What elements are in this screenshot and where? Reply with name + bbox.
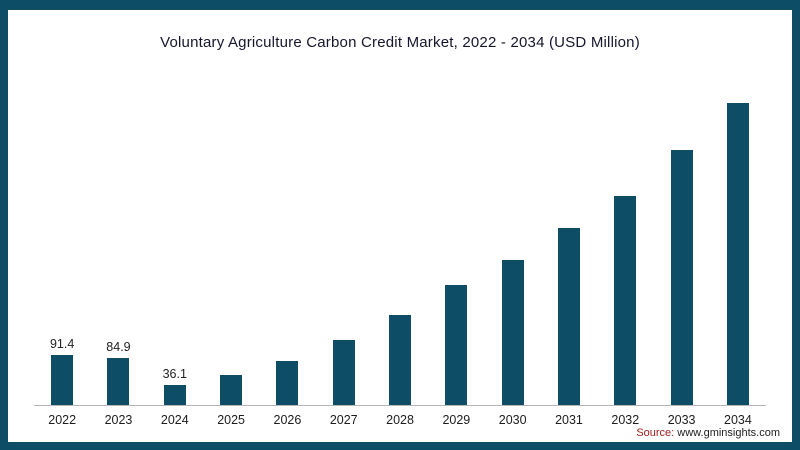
x-axis-tick-label: 2032 bbox=[611, 413, 640, 427]
plot-area: 91.4 84.9 36.1 bbox=[34, 85, 766, 406]
bar-group bbox=[203, 85, 259, 405]
bar bbox=[614, 196, 637, 405]
bar bbox=[726, 103, 749, 405]
x-axis-tick-label: 2030 bbox=[498, 413, 527, 427]
x-axis-tick-label: 2024 bbox=[160, 413, 189, 427]
x-axis-tick-label: 2026 bbox=[273, 413, 302, 427]
x-axis: 2022 2023 2024 2025 2026 2027 2028 2029 2030 2031… bbox=[34, 413, 766, 427]
bar-group bbox=[485, 85, 541, 405]
source-label: Source: bbox=[636, 427, 675, 439]
bar-group bbox=[316, 85, 372, 405]
source-note: Source: www.gminsights.com bbox=[636, 427, 780, 439]
bar-group bbox=[372, 85, 428, 405]
bar bbox=[220, 375, 243, 405]
bar-group bbox=[428, 85, 484, 405]
x-axis-tick-label: 2025 bbox=[217, 413, 245, 427]
x-axis-tick-label: 2023 bbox=[104, 413, 133, 427]
source-url[interactable]: www.gminsights.com bbox=[677, 427, 780, 439]
bar-value-label: 84.9 bbox=[106, 340, 131, 354]
x-axis-tick-label: 2034 bbox=[724, 413, 752, 427]
bar-group bbox=[259, 85, 315, 405]
bar bbox=[163, 385, 186, 405]
bar bbox=[276, 361, 299, 405]
x-axis-tick-label: 2031 bbox=[555, 413, 583, 427]
bar-group bbox=[541, 85, 597, 405]
bar-chart: 91.4 84.9 36.1 2022 2023 2024 2025 2026 2027 202… bbox=[34, 85, 766, 427]
bar-group bbox=[653, 85, 709, 405]
bar-value-label: 36.1 bbox=[162, 367, 187, 381]
bar-group: 36.1 bbox=[147, 85, 203, 405]
chart-title: Voluntary Agriculture Carbon Credit Mark… bbox=[160, 34, 640, 51]
bar bbox=[501, 260, 524, 405]
x-axis-tick-label: 2029 bbox=[442, 413, 471, 427]
bar-group: 84.9 bbox=[90, 85, 146, 405]
bar bbox=[332, 340, 355, 405]
bar-value-label: 91.4 bbox=[49, 337, 75, 351]
x-axis-tick-label: 2028 bbox=[386, 413, 414, 427]
bar bbox=[389, 315, 412, 405]
bar bbox=[107, 358, 130, 405]
bar bbox=[557, 228, 580, 405]
bar bbox=[670, 150, 693, 405]
x-axis-tick-label: 2027 bbox=[329, 413, 358, 427]
x-axis-tick-label: 2022 bbox=[48, 413, 77, 427]
bar bbox=[51, 355, 74, 405]
bar bbox=[445, 285, 468, 405]
bar-group: 91.4 bbox=[34, 85, 90, 405]
bar-group bbox=[710, 85, 766, 405]
bar-group bbox=[597, 85, 653, 405]
x-axis-tick-label: 2033 bbox=[667, 413, 696, 427]
